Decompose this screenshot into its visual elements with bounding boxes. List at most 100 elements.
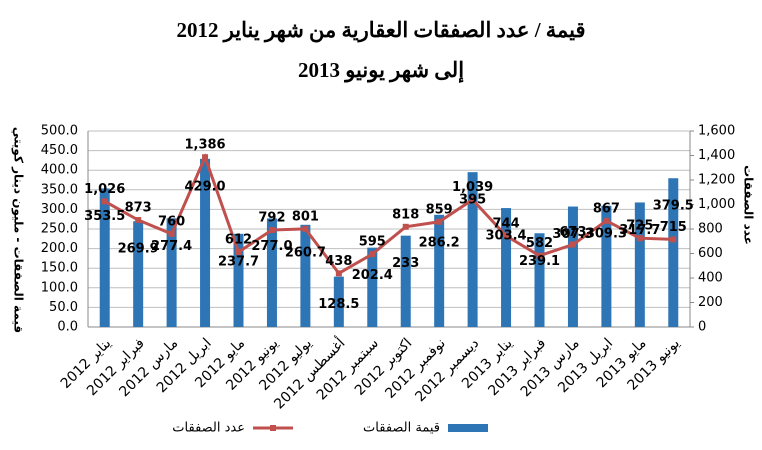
marker (503, 232, 510, 239)
data-label: 1,386 (184, 138, 225, 153)
chart-title: إلى شهر يونيو 2013 (298, 58, 464, 83)
data-label: 873 (125, 201, 152, 216)
legend-label: قيمة الصفقات (363, 421, 440, 436)
bar (400, 235, 411, 327)
y2-tick-label: 0 (698, 320, 706, 335)
y2-tick-label: 600 (698, 246, 723, 261)
y-tick-label: 100.0 (41, 280, 78, 295)
y-tick-label: 150.0 (41, 261, 78, 276)
data-label: 303.4 (485, 229, 526, 244)
bar (300, 224, 311, 327)
data-label: 233 (392, 256, 419, 271)
bar (166, 218, 177, 327)
legend-swatch (270, 425, 276, 431)
data-label: 237.7 (218, 254, 259, 269)
marker (536, 252, 543, 259)
bar (501, 208, 512, 327)
data-label: 595 (359, 235, 386, 250)
y2-tick-label: 400 (698, 271, 723, 286)
data-label: 673 (559, 225, 586, 240)
data-label: 277.4 (151, 239, 192, 254)
data-label: 612 (225, 233, 252, 248)
bar (467, 172, 478, 327)
bar (233, 233, 244, 327)
data-label: 818 (392, 207, 419, 222)
data-label: 202.4 (352, 268, 393, 283)
marker (135, 217, 142, 224)
data-label: 379.5 (653, 199, 694, 214)
bar (367, 247, 378, 327)
data-label: 715 (660, 220, 687, 235)
y-tick-label: 0.0 (57, 320, 78, 335)
bar (534, 233, 545, 327)
data-label: 286.2 (419, 235, 460, 250)
data-label: 307.3 (552, 227, 593, 242)
legend-swatch (448, 424, 488, 432)
data-label: 239.1 (519, 254, 560, 269)
bar (601, 205, 612, 327)
y-tick-label: 500.0 (41, 124, 78, 139)
bar (266, 218, 277, 327)
marker (402, 223, 409, 230)
y-tick-label: 300.0 (41, 202, 78, 217)
data-label: 260.7 (285, 245, 326, 260)
y-tick-label: 400.0 (41, 163, 78, 178)
bar (99, 188, 110, 327)
marker (335, 270, 342, 277)
data-label: 792 (258, 210, 285, 225)
bar (333, 276, 344, 327)
legend-label: عدد الصفقات (172, 421, 245, 436)
data-label: 438 (325, 254, 352, 269)
data-label: 760 (158, 214, 185, 229)
y2-tick-label: 1,600 (698, 124, 735, 139)
data-label: 744 (492, 216, 519, 231)
data-label: 725 (626, 219, 653, 234)
bar (668, 178, 679, 327)
marker (603, 217, 610, 224)
data-label: 582 (526, 236, 553, 251)
y2-tick-label: 800 (698, 222, 723, 237)
bar (567, 206, 578, 327)
bar (434, 214, 445, 327)
chart-title: قيمة / عدد الصفقات العقارية من شهر يناير… (176, 18, 585, 43)
marker (369, 251, 376, 258)
marker (101, 198, 108, 205)
data-label: 1,026 (84, 182, 125, 197)
data-label: 269.9 (118, 242, 159, 257)
marker (168, 230, 175, 237)
y-tick-label: 200.0 (41, 241, 78, 256)
y2-tick-label: 1,000 (698, 197, 735, 212)
marker (235, 249, 242, 256)
y2-tick-label: 1,200 (698, 173, 735, 188)
data-label: 317.7 (619, 223, 660, 238)
bar (200, 158, 211, 327)
data-label: 309.3 (586, 226, 627, 241)
y-axis-label: قيمة الصفقات - مليون دينار كويتي (11, 127, 26, 333)
marker (202, 154, 209, 161)
marker (469, 196, 476, 203)
marker (302, 225, 309, 232)
marker (636, 235, 643, 242)
data-label: 395 (459, 193, 486, 208)
data-label: 277.0 (251, 239, 292, 254)
y2-tick-label: 200 (698, 295, 723, 310)
marker (569, 241, 576, 248)
marker (268, 226, 275, 233)
data-label: 801 (292, 209, 319, 224)
data-label: 128.5 (318, 297, 359, 312)
y2-axis-label: عدد الصفقات (742, 165, 756, 245)
data-label: 1,039 (452, 180, 493, 195)
bar (133, 221, 144, 327)
y-tick-label: 250.0 (41, 222, 78, 237)
y-tick-label: 350.0 (41, 182, 78, 197)
marker (436, 218, 443, 225)
bar (634, 202, 645, 327)
data-label: 859 (426, 202, 453, 217)
data-label: 353.5 (84, 209, 125, 224)
line (103, 153, 674, 276)
y-tick-label: 450.0 (41, 143, 78, 158)
marker (670, 236, 677, 243)
data-label: 429.0 (184, 179, 225, 194)
data-label: 867 (593, 201, 620, 216)
